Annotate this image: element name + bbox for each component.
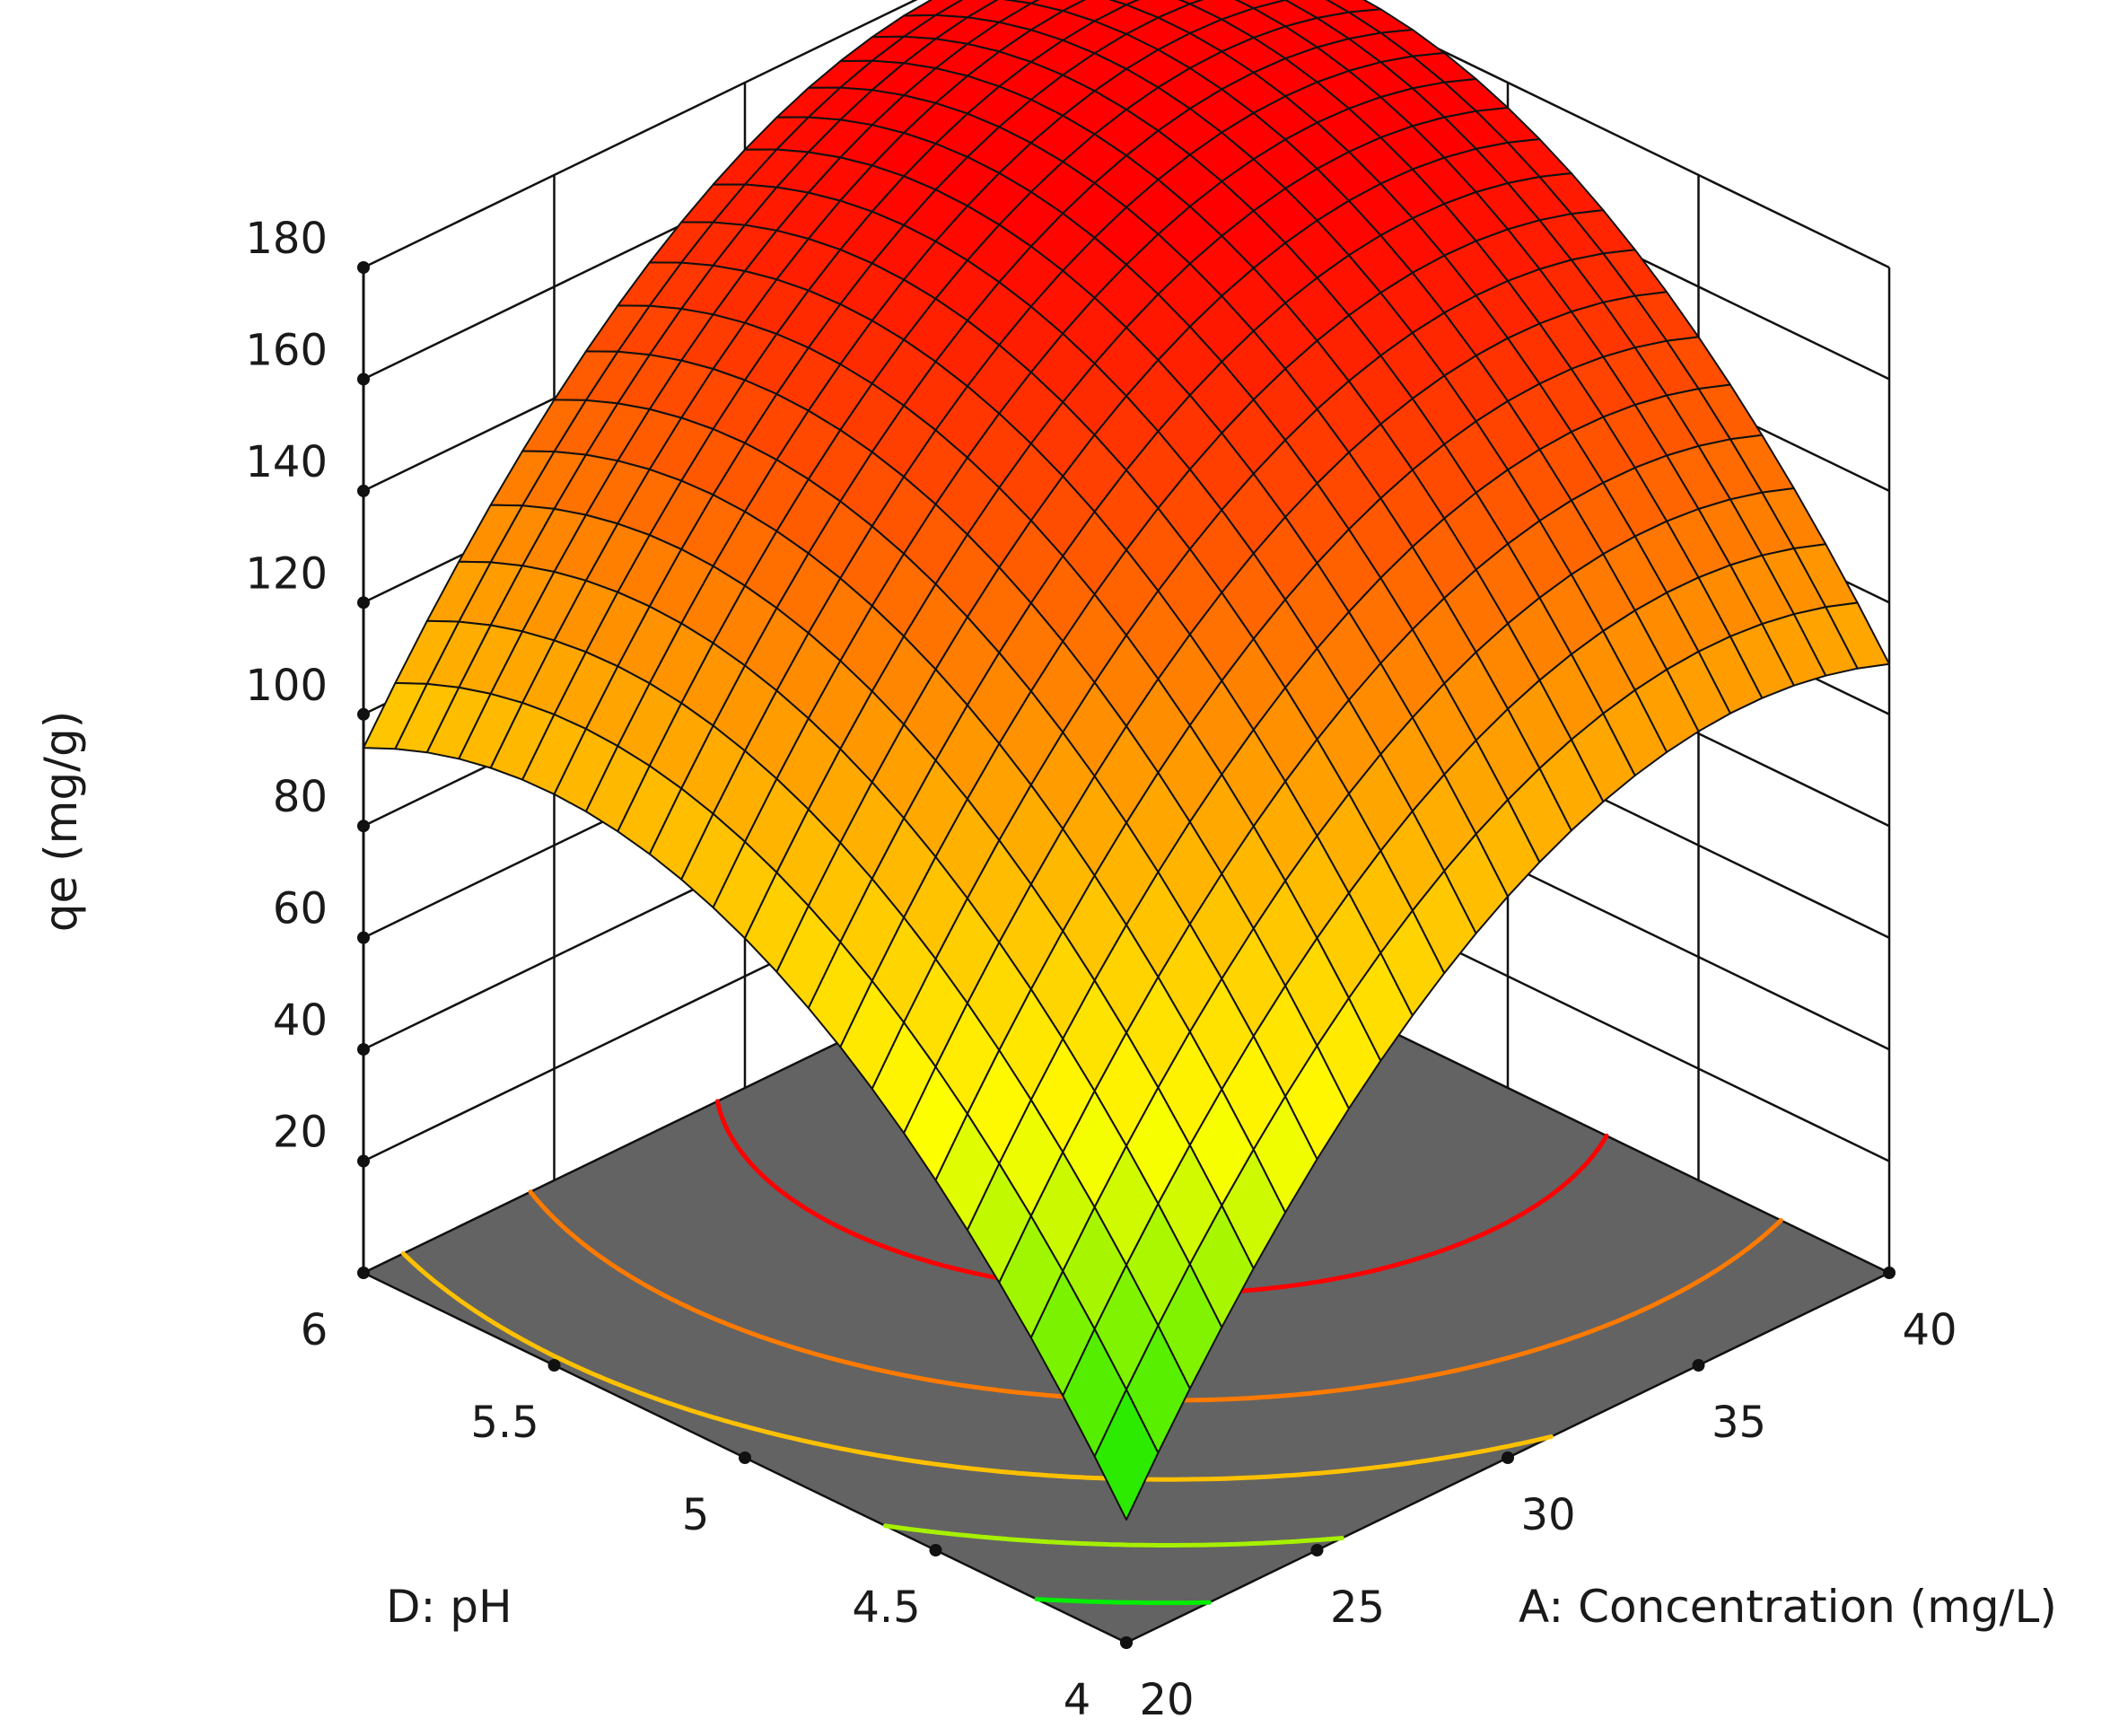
y-tick-label: 5.5 bbox=[470, 1398, 539, 1448]
x-tick-dot bbox=[1502, 1451, 1514, 1464]
z-tick-dot bbox=[357, 1154, 370, 1168]
x-tick-label: 30 bbox=[1520, 1490, 1575, 1540]
x-tick-label: 20 bbox=[1139, 1675, 1194, 1725]
y-tick-dot bbox=[1120, 1636, 1133, 1649]
z-tick-label: 40 bbox=[273, 995, 328, 1046]
y-tick-dot bbox=[929, 1544, 942, 1556]
z-tick-dot bbox=[357, 261, 370, 274]
y-tick-dot bbox=[739, 1451, 751, 1464]
x-tick-dot bbox=[1310, 1544, 1324, 1556]
z-tick-dot bbox=[357, 373, 370, 386]
y-tick-label: 5 bbox=[682, 1490, 710, 1540]
y-tick-dot bbox=[357, 1267, 370, 1279]
z-tick-label: 160 bbox=[245, 325, 328, 375]
axes: 20 40 60 80 100 120 140 160 180 20 25 30 35 40 4 4.5 5 5.… bbox=[245, 214, 1957, 1725]
contour-line-0 bbox=[1034, 1597, 1212, 1606]
z-tick-label: 80 bbox=[273, 772, 328, 822]
y-tick-dot bbox=[547, 1359, 561, 1372]
x-tick-dot bbox=[1692, 1359, 1705, 1372]
y-tick-label: 4.5 bbox=[852, 1583, 920, 1633]
z-tick-label: 180 bbox=[245, 214, 328, 264]
contour-line-1 bbox=[883, 1523, 1344, 1547]
z-tick-dot bbox=[357, 707, 370, 721]
y-axis-title: D: pH bbox=[386, 1581, 512, 1633]
surface-cell bbox=[1093, 1389, 1160, 1521]
z-tick-dot bbox=[357, 820, 370, 833]
x-tick-dot bbox=[1883, 1267, 1896, 1279]
z-tick-dot bbox=[357, 596, 370, 609]
z-tick-label: 120 bbox=[245, 548, 328, 599]
x-tick-label: 25 bbox=[1330, 1583, 1385, 1633]
z-tick-dot bbox=[357, 1043, 370, 1057]
z-tick-dot bbox=[357, 484, 370, 497]
z-axis-title: qe (mg/g) bbox=[35, 711, 87, 932]
z-gridline-8 bbox=[363, 0, 1890, 269]
z-tick-label: 140 bbox=[245, 437, 328, 487]
x-tick-label: 40 bbox=[1902, 1305, 1957, 1355]
z-tick-label: 60 bbox=[273, 884, 328, 934]
x-tick-label: 35 bbox=[1712, 1398, 1766, 1448]
x-axis-title: A: Concentration (mg/L) bbox=[1519, 1581, 2057, 1633]
z-tick-label: 100 bbox=[245, 661, 328, 711]
response-surface bbox=[363, 0, 1890, 1521]
y-tick-label: 6 bbox=[301, 1305, 328, 1355]
z-tick-label: 20 bbox=[273, 1108, 328, 1158]
y-tick-label: 4 bbox=[1064, 1675, 1091, 1725]
z-tick-dot bbox=[357, 931, 370, 944]
